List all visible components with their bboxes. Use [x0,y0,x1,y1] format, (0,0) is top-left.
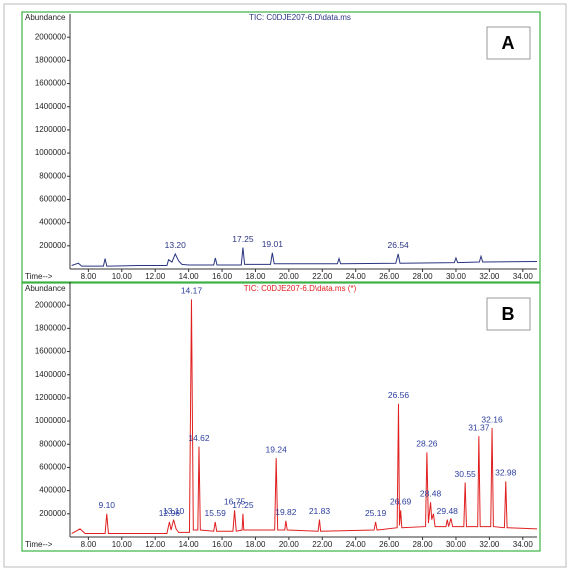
y-tick-label: 1800000 [35,55,67,64]
peak-label: 21.83 [309,506,331,516]
y-tick-label: 400000 [39,486,66,495]
peak-label: 16.75 [224,497,246,507]
page-frame [3,3,567,568]
x-tick-label: 34.00 [513,540,534,549]
x-tick-label: 8.00 [81,272,97,281]
x-tick-label: 30.00 [446,272,467,281]
peak-label: 19.24 [266,444,288,454]
x-tick-label: 12.00 [145,272,166,281]
x-tick-label: 14.00 [179,272,200,281]
chart-title: TIC: C0DJE207-6.D\data.ms [249,13,351,22]
x-tick-label: 24.00 [346,272,367,281]
y-tick-label: 800000 [39,439,66,448]
y-tick-label: 400000 [39,218,66,227]
peak-label: 13.20 [165,240,187,250]
x-tick-label: 22.00 [312,272,333,281]
tic-trace [71,299,538,535]
x-tick-label: 32.00 [479,540,500,549]
x-tick-label: 16.00 [212,272,233,281]
x-axis-label: Time--> [25,540,53,549]
x-axis-label: Time--> [25,272,53,281]
y-tick-label: 200000 [39,509,66,518]
x-tick-label: 16.00 [212,540,233,549]
peak-label: 25.19 [365,508,387,518]
y-tick-label: 600000 [39,195,66,204]
y-axis-label: Abundance [25,13,66,22]
peak-label: 31.37 [468,422,490,432]
peak-label: 26.69 [390,497,412,507]
y-tick-label: 1000000 [35,148,67,157]
peak-label: 30.55 [455,469,477,479]
panel-label: A [502,33,515,53]
peak-label: 26.54 [388,240,410,250]
peak-label: 28.48 [420,488,442,498]
peak-label: 12.96 [159,508,181,518]
panel-label: B [502,304,515,324]
x-tick-label: 28.00 [413,540,434,549]
y-tick-label: 200000 [39,241,66,250]
y-tick-label: 1600000 [35,347,67,356]
x-tick-label: 12.00 [145,540,166,549]
y-tick-label: 2000000 [35,32,67,41]
x-tick-label: 32.00 [479,272,500,281]
peak-label: 19.82 [275,507,297,517]
peak-label: 28.26 [416,439,438,449]
y-tick-label: 1200000 [35,125,67,134]
tic-trace [71,247,538,267]
x-tick-label: 18.00 [245,540,266,549]
x-tick-label: 26.00 [379,540,400,549]
chart-title: TIC: C0DJE207-6.D\data.ms (*) [244,284,357,293]
y-tick-label: 800000 [39,171,66,180]
y-tick-label: 2000000 [35,300,67,309]
peak-label: 32.98 [495,468,517,478]
x-tick-label: 14.00 [179,540,200,549]
peak-label: 32.16 [481,414,503,424]
y-tick-label: 1400000 [35,370,67,379]
peak-label: 15.59 [205,508,227,518]
x-tick-label: 18.00 [245,272,266,281]
x-tick-label: 30.00 [446,540,467,549]
panel-a-frame [21,11,541,283]
peak-label: 9.10 [98,500,115,510]
x-tick-label: 22.00 [312,540,333,549]
x-tick-label: 10.00 [112,272,133,281]
x-tick-label: 34.00 [513,272,534,281]
y-tick-label: 1200000 [35,393,67,402]
x-tick-label: 10.00 [112,540,133,549]
peak-label: 17.25 [232,234,254,244]
y-axis-label: Abundance [25,284,66,293]
x-tick-label: 24.00 [346,540,367,549]
peak-label: 17.25 [232,500,254,510]
y-tick-label: 1000000 [35,416,67,425]
x-tick-label: 28.00 [413,272,434,281]
peak-label: 26.56 [388,390,410,400]
x-tick-label: 20.00 [279,540,300,549]
peak-label: 13.10 [163,506,185,516]
y-tick-label: 1600000 [35,79,67,88]
peak-label: 29.48 [437,506,459,516]
x-tick-label: 26.00 [379,272,400,281]
peak-label: 19.01 [262,239,284,249]
panel-label-box [486,26,531,60]
panel-label-box [486,297,531,331]
y-tick-label: 600000 [39,463,66,472]
panel-b-frame [21,282,541,552]
x-tick-label: 8.00 [81,540,97,549]
x-tick-label: 20.00 [279,272,300,281]
peak-label: 14.17 [181,286,203,296]
y-tick-label: 1400000 [35,102,67,111]
y-tick-label: 1800000 [35,323,67,332]
peak-label: 14.62 [188,433,210,443]
